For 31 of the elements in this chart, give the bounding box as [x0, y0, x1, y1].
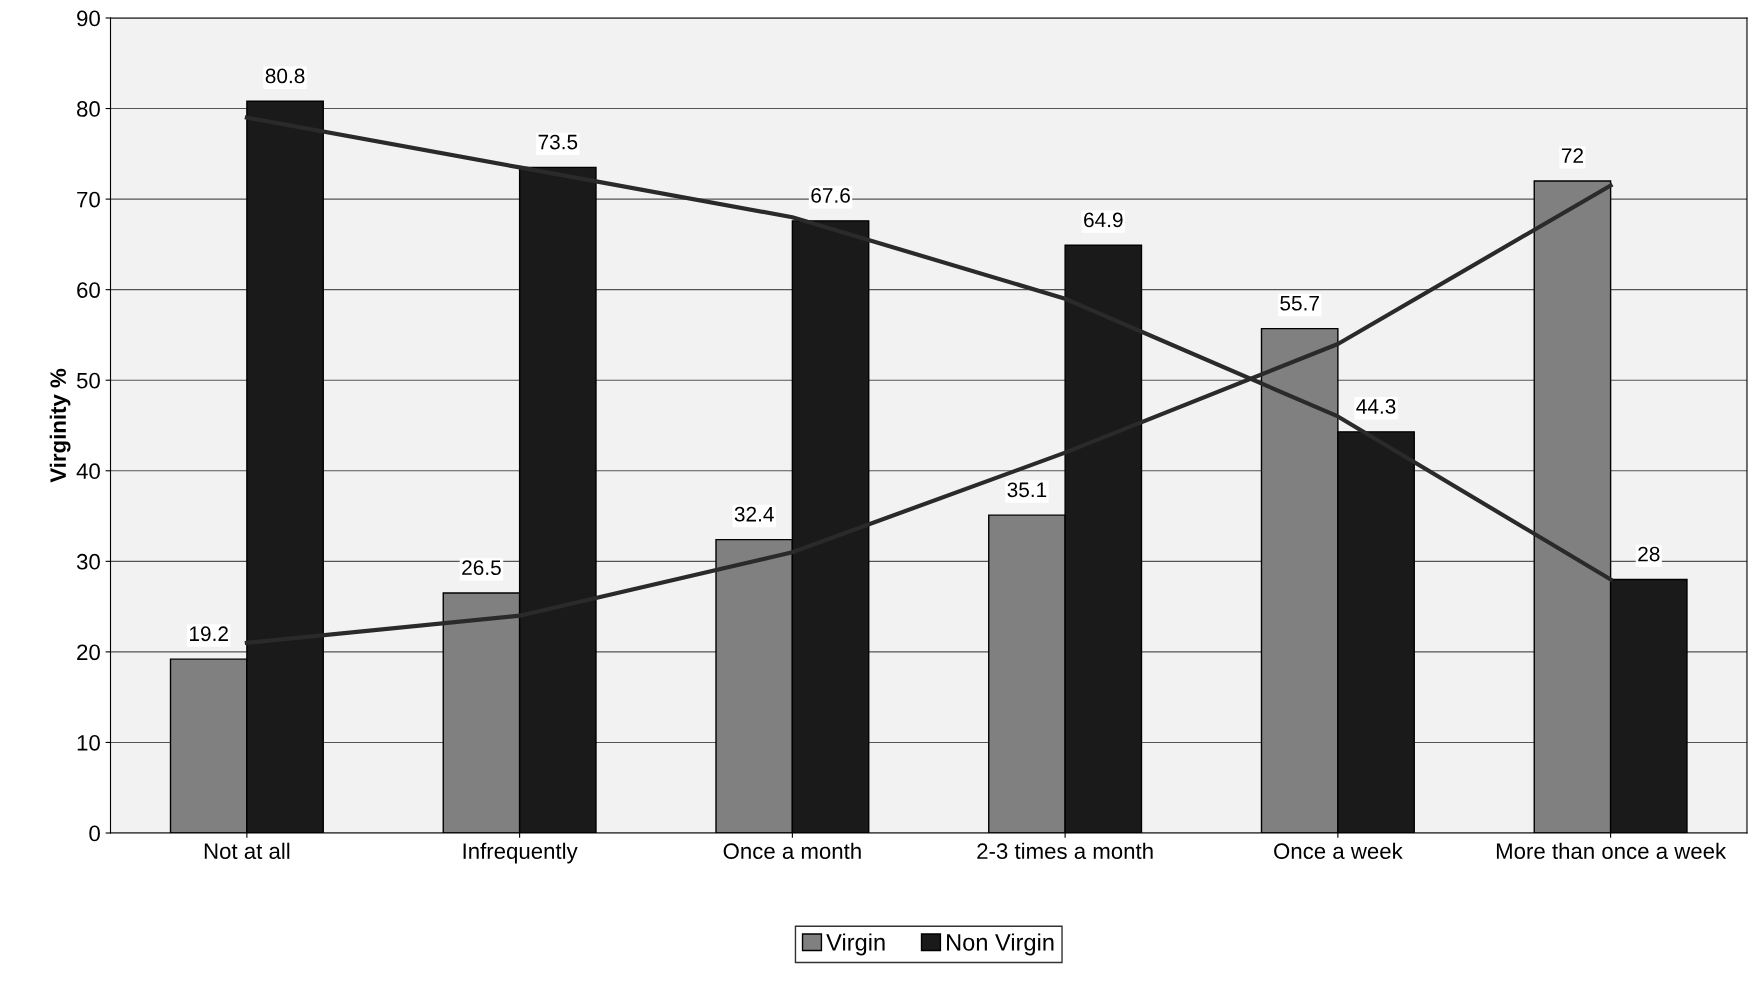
legend-label: Virgin: [826, 933, 885, 956]
x-tick-label: Not at all: [204, 842, 290, 860]
y-tick-label: 40: [76, 463, 100, 480]
data-label: 72: [1561, 148, 1583, 163]
x-tick-label: Once a week: [1274, 842, 1403, 860]
data-label: 67.6: [811, 188, 850, 203]
y-tick-label: 10: [77, 734, 100, 751]
data-label: 73.5: [538, 134, 578, 150]
legend-label: Non Virgin: [947, 933, 1054, 956]
y-tick-label: 90: [77, 10, 100, 27]
x-tick-label: 2-3 times a month: [977, 842, 1153, 860]
data-label: 35.1: [1007, 482, 1047, 498]
data-label: 64.9: [1084, 212, 1123, 228]
y-tick-label: 80: [77, 101, 100, 117]
data-label: 32.4: [734, 506, 774, 522]
y-tick-label: 50: [76, 372, 100, 389]
y-tick-label: 30: [76, 553, 100, 570]
data-label: 19.2: [190, 626, 228, 642]
x-tick-label: Infrequently: [463, 842, 578, 864]
data-label: 55.7: [1280, 296, 1319, 311]
data-label: 26.5: [462, 560, 501, 576]
y-tick-label: 0: [89, 825, 100, 842]
x-tick-label: Once a month: [723, 842, 861, 860]
data-label: 44.3: [1356, 399, 1396, 414]
data-label: 80.8: [265, 68, 305, 84]
y-tick-label: 60: [77, 282, 100, 298]
y-tick-label: 20: [77, 644, 100, 661]
data-label: 28: [1638, 546, 1660, 562]
y-axis-title: Virginity %: [49, 368, 71, 483]
x-tick-label: More than once a week: [1496, 842, 1727, 860]
y-tick-label: 70: [77, 191, 100, 208]
